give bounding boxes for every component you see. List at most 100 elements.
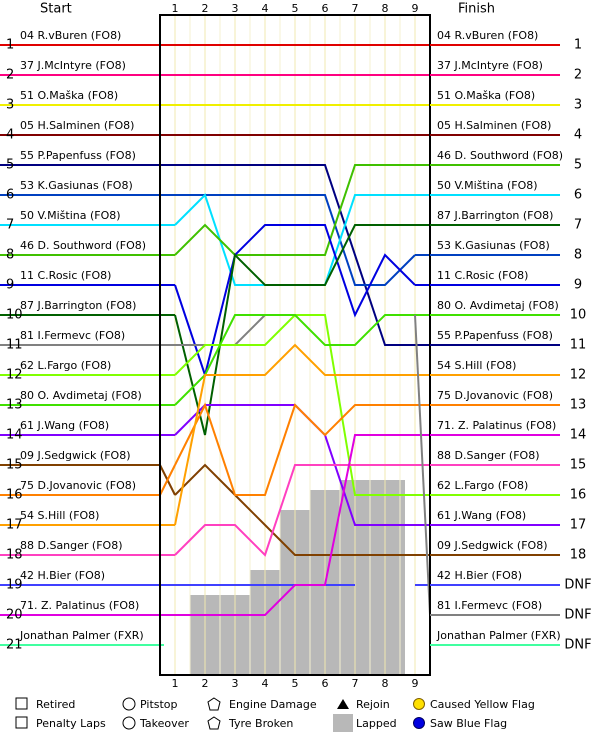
position-label: 16 (6, 488, 23, 503)
position-line (174, 164, 415, 256)
lap-label-top: 2 (202, 2, 209, 15)
lapped-area (190, 480, 405, 675)
legend-symbol (122, 716, 136, 730)
legend-label: Rejoin (356, 698, 390, 711)
start-driver-label: 75 D.Jovanovic (FO8) (20, 479, 136, 492)
start-driver-label: 81 I.Fermevc (FO8) (20, 329, 125, 342)
legend-symbol (15, 697, 28, 710)
lap-label-bottom: 8 (382, 677, 389, 690)
start-driver-label: 37 J.McIntyre (FO8) (20, 59, 126, 72)
finish-position: 4 (574, 128, 582, 143)
finish-position: DNF (564, 608, 591, 623)
legend-symbol (337, 699, 349, 709)
legend: Retired Penalty Laps Pitstop Takeover En… (15, 697, 535, 732)
lap-label-top: 7 (352, 2, 359, 15)
position-label: 7 (6, 218, 14, 233)
legend-label: Saw Blue Flag (430, 717, 507, 730)
lap-label-top: 9 (412, 2, 419, 15)
finish-position: 1 (574, 38, 582, 53)
finish-driver-label: Jonathan Palmer (FXR) (436, 629, 561, 642)
legend-symbol (122, 697, 136, 711)
finish-driver-label: 87 J.Barrington (FO8) (437, 209, 553, 222)
position-label: 1 (6, 38, 14, 53)
finish-position: 2 (574, 68, 582, 83)
lap-label-top: 6 (322, 2, 329, 15)
finish-position: 10 (570, 308, 587, 323)
lap-label-top: 4 (262, 2, 269, 15)
start-driver-label: 55 P.Papenfuss (FO8) (20, 149, 136, 162)
finish-connector (414, 314, 431, 616)
legend-label: Takeover (139, 717, 189, 730)
lap-label-top: 8 (382, 2, 389, 15)
legend-symbol (15, 716, 28, 729)
position-line (174, 343, 415, 526)
finish-driver-label: 71. Z. Palatinus (FO8) (437, 419, 556, 432)
finish-driver-label: 42 H.Bier (FO8) (437, 569, 522, 582)
finish-driver-label: 62 L.Fargo (FO8) (437, 479, 528, 492)
start-driver-label: 87 J.Barrington (FO8) (20, 299, 136, 312)
legend-symbol (413, 717, 425, 729)
position-label: 19 (6, 578, 23, 593)
legend-label: Engine Damage (229, 698, 317, 711)
start-driver-label: 88 D.Sanger (FO8) (20, 539, 123, 552)
start-driver-label: Jonathan Palmer (FXR) (19, 629, 144, 642)
finish-driver-label: 51 O.Maška (FO8) (437, 89, 535, 102)
legend-label: Caused Yellow Flag (430, 698, 535, 711)
legend-label: Retired (36, 698, 75, 711)
finish-driver-label: 37 J.McIntyre (FO8) (437, 59, 543, 72)
start-driver-label: 53 K.Gasiunas (FO8) (20, 179, 133, 192)
finish-position: 3 (574, 98, 582, 113)
start-driver-label: 62 L.Fargo (FO8) (20, 359, 111, 372)
position-label: 11 (6, 338, 23, 353)
finish-driver-label: 88 D.Sanger (FO8) (437, 449, 540, 462)
lap-label-bottom: 2 (202, 677, 209, 690)
finish-driver-label: 04 R.vBuren (FO8) (437, 29, 538, 42)
finish-driver-label: 53 K.Gasiunas (FO8) (437, 239, 550, 252)
position-label: 9 (6, 278, 14, 293)
position-label: 20 (6, 608, 23, 623)
position-label: 13 (6, 398, 23, 413)
finish-header: Finish (458, 2, 495, 17)
lap-label-top: 5 (292, 2, 299, 15)
lap-label-bottom: 7 (352, 677, 359, 690)
position-label: 4 (6, 128, 14, 143)
start-driver-label: 11 C.Rosic (FO8) (20, 269, 111, 282)
position-label: 6 (6, 188, 14, 203)
position-label: 15 (6, 458, 23, 473)
finish-driver-label: 54 S.Hill (FO8) (437, 359, 516, 372)
finish-position: 7 (574, 218, 582, 233)
finish-position: DNF (564, 578, 591, 593)
legend-label: Pitstop (140, 698, 178, 711)
start-driver-label: 05 H.Salminen (FO8) (20, 119, 134, 132)
position-label: 18 (6, 548, 23, 563)
finish-driver-label: 55 P.Papenfuss (FO8) (437, 329, 553, 342)
position-line (174, 224, 416, 379)
position-line (174, 402, 415, 496)
start-driver-label: 71. Z. Palatinus (FO8) (20, 599, 139, 612)
start-driver-label: 80 O. Avdimetaj (FO8) (20, 389, 142, 402)
start-header: Start (40, 2, 72, 17)
finish-driver-label: 80 O. Avdimetaj (FO8) (437, 299, 559, 312)
position-label: 12 (6, 368, 23, 383)
finish-driver-label: 11 C.Rosic (FO8) (437, 269, 528, 282)
legend-label: Lapped (356, 717, 397, 730)
finish-driver-label: 50 V.Miština (FO8) (437, 179, 538, 192)
finish-position: 16 (570, 488, 587, 503)
finish-position: 14 (570, 428, 587, 443)
position-label: 10 (6, 308, 23, 323)
finish-position: 17 (570, 518, 587, 533)
legend-symbol (207, 697, 221, 711)
finish-position: 5 (574, 158, 582, 173)
finish-position: 6 (574, 188, 582, 203)
legend-symbol (207, 716, 221, 730)
legend-symbol (413, 698, 425, 710)
position-label: 3 (6, 98, 14, 113)
start-segment (159, 464, 176, 496)
finish-position: 15 (570, 458, 587, 473)
position-line (174, 463, 415, 556)
lap-label-bottom: 1 (172, 677, 179, 690)
position-line (175, 164, 415, 346)
start-driver-label: 54 S.Hill (FO8) (20, 509, 99, 522)
lap-label-bottom: 3 (232, 677, 239, 690)
